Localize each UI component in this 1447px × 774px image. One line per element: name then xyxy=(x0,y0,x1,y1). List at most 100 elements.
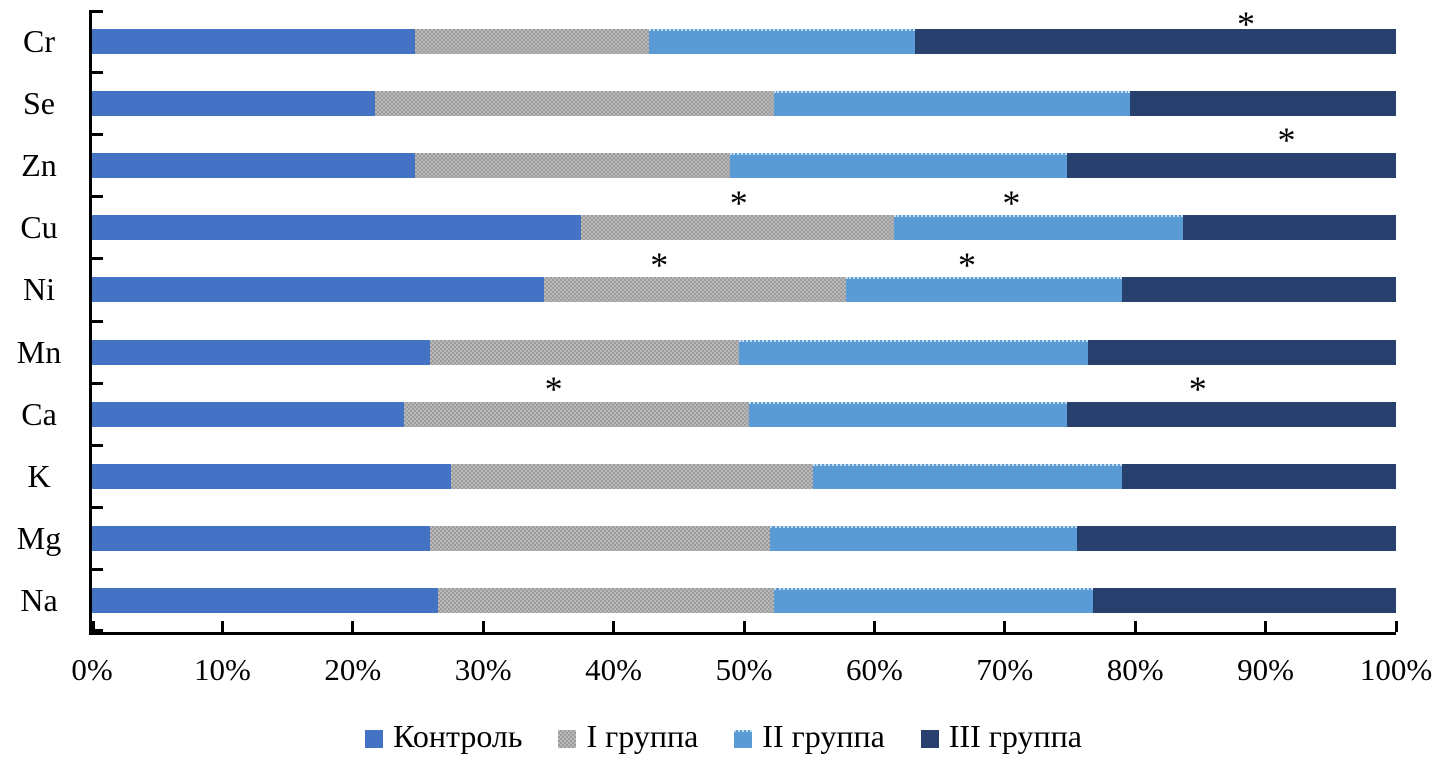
segment-na-control xyxy=(92,588,438,614)
segment-cr-group1 xyxy=(415,28,649,54)
legend-item-group1: I группа xyxy=(558,716,698,756)
y-axis-tick xyxy=(92,381,103,385)
x-tick-label-80: 80% xyxy=(1106,652,1164,687)
x-axis-tick xyxy=(742,621,746,632)
legend-swatch-group3 xyxy=(920,730,939,748)
x-tick-label-0: 0% xyxy=(71,652,113,687)
x-axis-tick xyxy=(1394,621,1398,632)
segment-cu-control xyxy=(92,215,581,241)
x-axis-tick xyxy=(1133,621,1137,632)
segment-mg-group1 xyxy=(429,526,771,552)
y-axis-tick xyxy=(92,195,103,199)
segment-zn-group3 xyxy=(1067,153,1396,178)
x-tick-label-100: 100% xyxy=(1359,652,1433,687)
segment-zn-group2 xyxy=(729,153,1068,178)
bar-row-cu xyxy=(92,215,1396,241)
segment-cu-group2 xyxy=(893,215,1184,241)
category-label-ni: Ni xyxy=(23,271,55,308)
category-label-k: K xyxy=(27,457,51,494)
legend-item-group2: II группа xyxy=(734,716,885,756)
x-axis-tick xyxy=(612,621,616,632)
segment-cr-group2 xyxy=(648,28,915,54)
segment-cu-group1 xyxy=(581,215,894,241)
segment-k-group1 xyxy=(450,464,814,489)
significance-asterisk-cu: * xyxy=(729,182,748,223)
x-tick-label-20: 20% xyxy=(324,652,382,687)
y-axis-tick xyxy=(92,319,103,323)
y-axis-tick xyxy=(92,10,103,13)
category-label-cu: Cu xyxy=(20,209,58,246)
significance-asterisk-ca: * xyxy=(544,369,563,410)
segment-na-group1 xyxy=(437,588,774,614)
y-axis-tick xyxy=(92,70,103,74)
segment-mg-group3 xyxy=(1076,526,1396,552)
y-axis-tick xyxy=(92,629,103,632)
bar-row-zn xyxy=(92,153,1396,178)
segment-ca-group2 xyxy=(749,401,1068,427)
bar-row-cr xyxy=(92,28,1396,54)
segment-mn-group2 xyxy=(738,339,1089,365)
significance-asterisk-zn: * xyxy=(1277,120,1296,161)
segment-cr-group3 xyxy=(914,28,1396,54)
y-axis-tick xyxy=(92,443,103,447)
segment-k-group3 xyxy=(1122,464,1396,489)
legend-item-group3: III группа xyxy=(920,716,1082,756)
category-label-mg: Mg xyxy=(16,520,62,557)
segment-mn-group1 xyxy=(429,339,739,365)
bar-row-k xyxy=(92,464,1396,489)
segment-cr-control xyxy=(92,28,416,54)
y-axis-tick xyxy=(92,257,103,261)
segment-na-group3 xyxy=(1093,588,1396,614)
segment-ca-group1 xyxy=(403,401,750,427)
segment-ni-control xyxy=(92,277,545,303)
legend-label-group1: I группа xyxy=(586,718,699,754)
legend-swatch-control xyxy=(365,730,384,748)
segment-mg-control xyxy=(92,526,430,552)
x-axis-tick xyxy=(1264,621,1268,632)
legend-swatch-group2 xyxy=(734,730,753,748)
x-tick-label-10: 10% xyxy=(193,652,251,687)
category-label-zn: Zn xyxy=(21,146,57,183)
x-axis-tick xyxy=(481,621,485,632)
segment-ni-group3 xyxy=(1122,277,1396,303)
legend: Контроль I группа II группа III группа xyxy=(0,716,1447,756)
segment-cu-group3 xyxy=(1183,215,1396,241)
x-tick-label-70: 70% xyxy=(976,652,1034,687)
segment-zn-control xyxy=(92,153,416,178)
x-axis-tick xyxy=(1003,621,1007,632)
bar-row-mg xyxy=(92,526,1396,552)
category-label-na: Na xyxy=(20,582,58,619)
segment-ca-control xyxy=(92,401,404,427)
category-label-se: Se xyxy=(23,84,55,121)
x-tick-label-30: 30% xyxy=(454,652,512,687)
category-label-cr: Cr xyxy=(23,22,55,59)
legend-label-group3: III группа xyxy=(948,718,1082,754)
legend-item-control: Контроль xyxy=(365,716,522,756)
segment-mn-group3 xyxy=(1088,339,1396,365)
y-axis-tick xyxy=(92,132,103,136)
x-tick-label-40: 40% xyxy=(585,652,643,687)
segment-mg-group2 xyxy=(770,526,1077,552)
bar-row-na xyxy=(92,588,1396,614)
x-tick-label-90: 90% xyxy=(1237,652,1295,687)
significance-asterisk-cr: * xyxy=(1237,4,1256,44)
y-axis-tick xyxy=(92,568,103,572)
bar-row-se xyxy=(92,90,1396,116)
bar-row-ni xyxy=(92,277,1396,303)
x-axis-tick xyxy=(220,621,224,632)
bar-row-mn xyxy=(92,339,1396,365)
bar-row-ca xyxy=(92,401,1396,427)
category-label-ca: Ca xyxy=(21,395,57,432)
y-axis-tick xyxy=(92,506,103,510)
segment-na-group2 xyxy=(773,588,1094,614)
segment-ni-group2 xyxy=(845,277,1123,303)
x-axis-tick xyxy=(92,621,95,632)
segment-se-control xyxy=(92,90,375,116)
significance-asterisk-ni: * xyxy=(650,244,669,285)
category-label-mn: Mn xyxy=(16,333,62,370)
segment-k-control xyxy=(92,464,451,489)
significance-asterisk-ca: * xyxy=(1188,369,1207,410)
legend-label-control: Контроль xyxy=(393,718,523,754)
segment-k-group2 xyxy=(813,464,1123,489)
segment-ni-group1 xyxy=(544,277,846,303)
